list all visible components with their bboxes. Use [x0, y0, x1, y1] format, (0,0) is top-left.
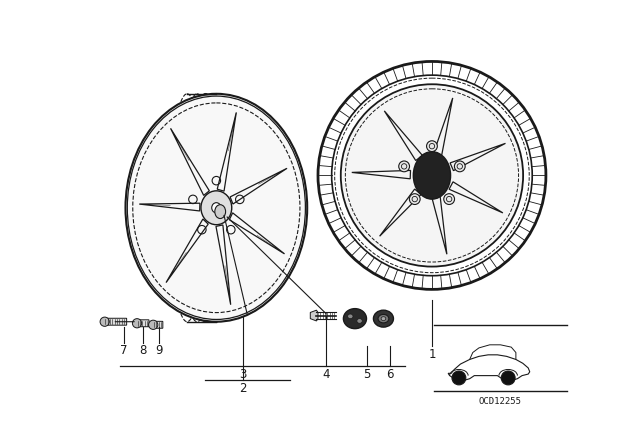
Text: 2: 2: [239, 382, 247, 395]
FancyBboxPatch shape: [153, 321, 163, 328]
Text: 4: 4: [323, 368, 330, 381]
Circle shape: [399, 161, 410, 172]
Polygon shape: [310, 310, 318, 321]
Ellipse shape: [413, 152, 451, 199]
Text: OCD12255: OCD12255: [479, 397, 522, 406]
Circle shape: [410, 194, 420, 204]
Circle shape: [444, 194, 454, 204]
Text: 1: 1: [428, 348, 436, 361]
Circle shape: [100, 317, 109, 326]
Ellipse shape: [340, 84, 523, 267]
Text: 7: 7: [120, 344, 128, 357]
Circle shape: [501, 371, 515, 385]
Ellipse shape: [373, 310, 394, 327]
Ellipse shape: [344, 309, 367, 329]
Ellipse shape: [381, 317, 386, 321]
Text: 9: 9: [155, 344, 163, 357]
Ellipse shape: [378, 314, 389, 323]
Circle shape: [454, 161, 465, 172]
Text: 5: 5: [363, 368, 370, 381]
Text: 8: 8: [140, 344, 147, 357]
Ellipse shape: [125, 94, 307, 322]
Circle shape: [148, 320, 158, 329]
Ellipse shape: [348, 314, 353, 319]
Ellipse shape: [215, 205, 225, 219]
Text: 6: 6: [386, 368, 394, 381]
FancyBboxPatch shape: [104, 318, 127, 325]
Circle shape: [452, 371, 466, 385]
FancyBboxPatch shape: [137, 320, 149, 327]
Circle shape: [427, 141, 437, 151]
Circle shape: [132, 319, 141, 328]
Text: 3: 3: [239, 368, 247, 381]
Ellipse shape: [201, 191, 232, 225]
Ellipse shape: [212, 202, 221, 213]
Ellipse shape: [357, 319, 362, 323]
